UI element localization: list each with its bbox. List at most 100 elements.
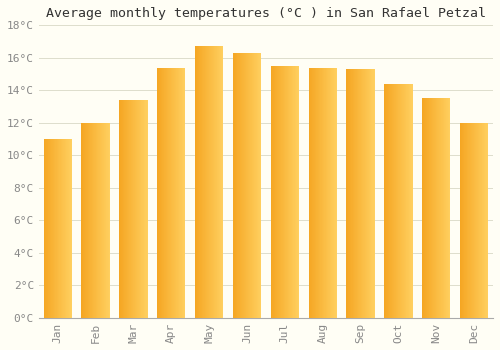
Bar: [331, 68, 332, 318]
Bar: [481, 123, 482, 318]
Bar: [46, 139, 47, 318]
Bar: [127, 100, 128, 318]
Bar: [169, 68, 170, 318]
Bar: [62, 139, 63, 318]
Bar: [147, 100, 148, 318]
Bar: [63, 139, 64, 318]
Bar: [65, 139, 66, 318]
Bar: [374, 69, 375, 318]
Bar: [177, 68, 178, 318]
Bar: [480, 123, 481, 318]
Bar: [391, 84, 392, 318]
Bar: [184, 68, 185, 318]
Bar: [120, 100, 121, 318]
Bar: [105, 123, 106, 318]
Bar: [126, 100, 127, 318]
Bar: [285, 66, 286, 318]
Bar: [406, 84, 407, 318]
Bar: [223, 47, 224, 318]
Bar: [432, 98, 433, 318]
Bar: [316, 68, 317, 318]
Bar: [290, 66, 291, 318]
Bar: [142, 100, 143, 318]
Bar: [180, 68, 181, 318]
Bar: [366, 69, 367, 318]
Bar: [422, 98, 423, 318]
Bar: [433, 98, 434, 318]
Bar: [437, 98, 438, 318]
Bar: [70, 139, 71, 318]
Bar: [372, 69, 373, 318]
Bar: [157, 68, 158, 318]
Bar: [137, 100, 138, 318]
Bar: [211, 47, 212, 318]
Bar: [441, 98, 442, 318]
Bar: [272, 66, 273, 318]
Bar: [325, 68, 326, 318]
Bar: [404, 84, 405, 318]
Bar: [163, 68, 164, 318]
Bar: [240, 53, 241, 318]
Bar: [103, 123, 104, 318]
Bar: [200, 47, 201, 318]
Bar: [143, 100, 144, 318]
Bar: [479, 123, 480, 318]
Bar: [160, 68, 161, 318]
Bar: [82, 123, 83, 318]
Bar: [270, 66, 271, 318]
Bar: [199, 47, 200, 318]
Bar: [202, 47, 203, 318]
Bar: [326, 68, 328, 318]
Bar: [390, 84, 391, 318]
Bar: [310, 68, 311, 318]
Bar: [396, 84, 398, 318]
Bar: [487, 123, 488, 318]
Bar: [130, 100, 131, 318]
Bar: [218, 47, 219, 318]
Bar: [360, 69, 361, 318]
Bar: [336, 68, 337, 318]
Bar: [238, 53, 239, 318]
Bar: [387, 84, 388, 318]
Bar: [214, 47, 215, 318]
Bar: [349, 69, 350, 318]
Bar: [411, 84, 412, 318]
Bar: [185, 68, 186, 318]
Bar: [260, 53, 261, 318]
Bar: [167, 68, 168, 318]
Bar: [283, 66, 284, 318]
Bar: [395, 84, 396, 318]
Bar: [289, 66, 290, 318]
Bar: [92, 123, 94, 318]
Bar: [45, 139, 46, 318]
Bar: [136, 100, 137, 318]
Bar: [321, 68, 322, 318]
Bar: [221, 47, 222, 318]
Bar: [431, 98, 432, 318]
Bar: [288, 66, 289, 318]
Bar: [484, 123, 485, 318]
Bar: [277, 66, 278, 318]
Bar: [196, 47, 197, 318]
Bar: [131, 100, 132, 318]
Bar: [328, 68, 329, 318]
Bar: [57, 139, 58, 318]
Bar: [237, 53, 238, 318]
Bar: [259, 53, 260, 318]
Bar: [134, 100, 135, 318]
Bar: [104, 123, 105, 318]
Bar: [398, 84, 399, 318]
Bar: [434, 98, 435, 318]
Bar: [162, 68, 163, 318]
Bar: [477, 123, 478, 318]
Bar: [293, 66, 294, 318]
Bar: [292, 66, 293, 318]
Bar: [59, 139, 60, 318]
Bar: [478, 123, 479, 318]
Bar: [357, 69, 358, 318]
Bar: [166, 68, 167, 318]
Bar: [144, 100, 145, 318]
Bar: [409, 84, 410, 318]
Bar: [213, 47, 214, 318]
Bar: [388, 84, 389, 318]
